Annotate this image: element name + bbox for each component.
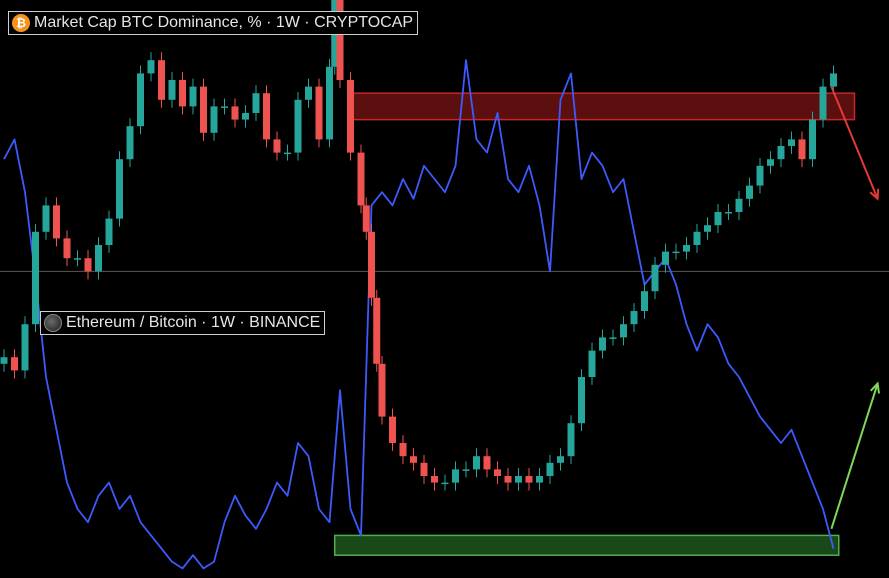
btc-dominance-candle[interactable] (221, 106, 228, 108)
btc-dominance-candle[interactable] (305, 86, 312, 100)
btc-dominance-candle[interactable] (347, 80, 354, 153)
btc-dominance-candle[interactable] (357, 152, 365, 206)
btc-dominance-candle[interactable] (809, 119, 816, 160)
btc-dominance-candle[interactable] (252, 93, 260, 113)
btc-dominance-candle[interactable] (179, 80, 186, 107)
btc-dominance-candle[interactable] (336, 0, 344, 80)
btc-dominance-candle[interactable] (819, 86, 827, 120)
btc-dominance-candle[interactable] (326, 66, 333, 140)
btc-dominance-candle[interactable] (567, 423, 575, 457)
btc-dominance-candle[interactable] (788, 139, 795, 146)
eth-btc-series-line[interactable] (3, 59, 835, 570)
btc-dominance-candle[interactable] (672, 251, 680, 254)
eth-btc-legend-label: Ethereum / Bitcoin · 1W · BINANCE (66, 314, 321, 331)
btc-dominance-candle[interactable] (525, 476, 533, 483)
btc-dominance-candle[interactable] (473, 456, 480, 470)
btc-dominance-candle[interactable] (578, 377, 585, 424)
btc-dominance-candle[interactable] (651, 264, 659, 292)
btc-dominance-candle[interactable] (21, 324, 29, 371)
btc-dominance-candle[interactable] (410, 456, 417, 463)
btc-dominance-candle[interactable] (630, 311, 638, 325)
btc-dominance-candle[interactable] (137, 73, 144, 127)
btc-dominance-candle[interactable] (373, 297, 381, 364)
ethereum-icon (44, 314, 62, 332)
btc-dominance-candle[interactable] (294, 99, 302, 153)
btc-dominance-candle[interactable] (420, 462, 428, 476)
btc-dominance-candle[interactable] (273, 139, 281, 153)
btc-dominance-candle[interactable] (546, 462, 554, 476)
btc-dominance-candle[interactable] (714, 212, 722, 226)
btc-dominance-candle[interactable] (609, 337, 617, 339)
resistance-zone[interactable] (349, 92, 856, 121)
btc-dominance-candle[interactable] (599, 337, 606, 351)
btc-dominance-candle[interactable] (158, 60, 165, 100)
btc-dominance-candle[interactable] (95, 245, 102, 272)
btc-dominance-candle[interactable] (662, 251, 669, 265)
btc-dominance-candle[interactable] (126, 126, 134, 160)
btc-dominance-candle[interactable] (704, 225, 711, 232)
btc-dominance-candle[interactable] (441, 482, 449, 485)
eth-btc-legend[interactable]: Ethereum / Bitcoin · 1W · BINANCE (40, 311, 326, 335)
btc-dominance-candle[interactable] (536, 476, 543, 483)
btc-dominance-candle[interactable] (11, 357, 18, 371)
bullish-arrow[interactable] (830, 381, 881, 530)
btc-dominance-candle[interactable] (483, 456, 491, 470)
btc-dominance-candle[interactable] (315, 86, 323, 140)
btc-dominance-candle[interactable] (210, 106, 218, 133)
btc-dominance-candle[interactable] (263, 93, 270, 140)
btc-dominance-candle[interactable] (147, 60, 155, 74)
btc-dominance-candle[interactable] (735, 198, 743, 212)
btc-dominance-candle[interactable] (620, 324, 627, 338)
btc-dominance-candle[interactable] (588, 350, 596, 377)
btc-dominance-candle[interactable] (746, 185, 753, 199)
btc-dominance-candle[interactable] (693, 231, 701, 245)
btc-dominance-candle[interactable] (105, 218, 113, 245)
btc-dominance-candle[interactable] (0, 357, 8, 364)
btc-dominance-candle[interactable] (368, 231, 375, 298)
btc-dominance-candle[interactable] (200, 86, 207, 133)
btc-dominance-candle[interactable] (231, 106, 239, 120)
btc-dominance-candle[interactable] (242, 113, 249, 120)
btc-dominance-candle[interactable] (74, 258, 81, 260)
btc-dominance-candle[interactable] (389, 416, 396, 443)
btc-dominance-legend[interactable]: ₿ Market Cap BTC Dominance, % · 1W · CRY… (8, 11, 419, 35)
btc-dominance-candle[interactable] (756, 165, 764, 186)
btc-dominance-candle[interactable] (683, 245, 690, 252)
btc-dominance-candle[interactable] (116, 159, 123, 219)
support-zone[interactable] (334, 534, 840, 556)
btc-dominance-candle[interactable] (504, 476, 512, 483)
btc-dominance-candle[interactable] (168, 80, 176, 100)
btc-dominance-candle[interactable] (641, 291, 648, 311)
btc-dominance-candle[interactable] (32, 231, 39, 325)
btc-dominance-candle[interactable] (777, 146, 785, 160)
btc-dominance-candle[interactable] (798, 139, 806, 160)
btc-dominance-candle[interactable] (378, 363, 386, 417)
btc-dominance-legend-label: Market Cap BTC Dominance, % · 1W · CRYPT… (34, 14, 414, 31)
btc-dominance-candle[interactable] (515, 476, 522, 483)
btc-dominance-candle[interactable] (557, 456, 564, 463)
bitcoin-icon: ₿ (12, 14, 30, 32)
btc-dominance-candle[interactable] (399, 443, 407, 457)
btc-dominance-candle[interactable] (189, 86, 197, 107)
btc-dominance-candle[interactable] (84, 258, 92, 272)
btc-dominance-candle[interactable] (431, 476, 438, 483)
btc-dominance-candle[interactable] (494, 469, 501, 476)
btc-dominance-candle[interactable] (830, 73, 837, 87)
btc-dominance-candle[interactable] (63, 238, 71, 259)
btc-dominance-candle[interactable] (452, 469, 459, 483)
btc-dominance-candle[interactable] (725, 212, 732, 214)
btc-dominance-candle[interactable] (284, 152, 291, 155)
btc-dominance-candle[interactable] (42, 205, 50, 232)
btc-dominance-candle[interactable] (462, 469, 470, 471)
btc-dominance-candle[interactable] (362, 205, 370, 232)
bearish-arrow[interactable] (830, 86, 880, 201)
btc-dominance-candle[interactable] (53, 205, 60, 239)
btc-dominance-candle[interactable] (767, 159, 774, 166)
